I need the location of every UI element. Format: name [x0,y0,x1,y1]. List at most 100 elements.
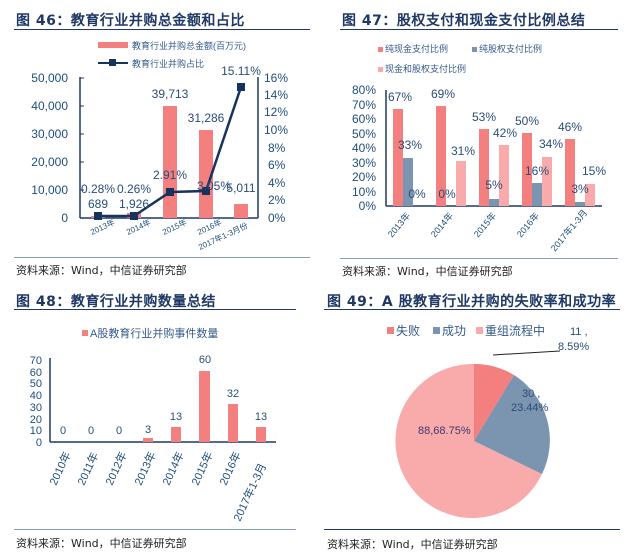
svg-text:2016年: 2016年 [216,449,244,487]
svg-text:50,000: 50,000 [31,71,68,85]
count-bars [143,371,266,442]
svg-text:2014年: 2014年 [159,449,187,487]
svg-text:0: 0 [60,425,66,437]
svg-text:32: 32 [227,388,239,400]
svg-text:10: 10 [30,425,42,437]
x-axis-labels: 2010年 2011年 2012年 2013年 2014年 2015年 2016… [46,449,269,523]
svg-text:70: 70 [30,355,42,367]
svg-text:0: 0 [116,425,122,437]
svg-text:46%: 46% [558,120,582,134]
svg-text:4%: 4% [268,176,286,190]
svg-text:2%: 2% [268,193,286,207]
figure-48-source: 资料来源：Wind，中信证券研究部 [16,537,187,550]
svg-text:2013年: 2013年 [89,217,117,237]
svg-text:3%: 3% [571,182,589,196]
svg-text:2017年1-3月: 2017年1-3月 [548,207,589,253]
figure-47-source: 资料来源：Wind，中信证券研究部 [342,265,513,278]
figure-48-title: 图 48：教育行业并购数量总结 [16,294,216,310]
svg-text:0%: 0% [359,199,377,213]
svg-text:2013年: 2013年 [385,210,412,239]
svg-text:14%: 14% [264,88,288,102]
legend-amount: 教育行业并购总金额(百万元) [132,40,246,51]
svg-text:16%: 16% [264,71,288,85]
label-success-count: 30 , [522,388,540,400]
svg-text:2011年: 2011年 [74,450,101,487]
figure-46-chart: 教育行业并购总金额(百万元) 教育行业并购占比 0 10,000 20,000 … [31,40,288,252]
x-axis-labels: 2013年 2014年 2015年 2016年 2017年1-3月份 [89,217,250,252]
source-rule [14,257,310,258]
svg-text:0%: 0% [438,187,456,201]
svg-text:69%: 69% [431,87,455,101]
svg-text:15%: 15% [582,164,606,178]
svg-text:0: 0 [88,425,94,437]
svg-text:30%: 30% [352,156,376,170]
svg-text:15.11%: 15.11% [221,64,261,78]
svg-text:60: 60 [30,367,42,379]
svg-text:30,000: 30,000 [31,127,68,141]
source-rule [14,529,296,530]
svg-text:0%: 0% [408,187,426,201]
pie [395,363,550,518]
svg-text:2010年: 2010年 [46,449,74,487]
svg-text:12%: 12% [264,105,288,119]
svg-text:50: 50 [30,378,42,390]
leader-line [492,350,561,356]
svg-text:80%: 80% [352,83,376,97]
title-rule [14,309,296,310]
svg-text:31%: 31% [451,144,475,158]
figure-49-chart: 失败 成功 重组流程中 11 , 8.59% 30 , 23.44% 88,68… [387,323,589,518]
svg-text:40,000: 40,000 [31,99,68,113]
svg-text:42%: 42% [493,126,517,140]
figure-47-chart: 纯现金支付比例 纯股权支付比例 现金和股权支付比例 0% 10% 20% 30%… [352,43,606,253]
label-fail-pct: 8.59% [558,341,589,353]
y-axis-ticks: 0 10 20 30 40 50 60 70 [30,355,42,449]
svg-text:53%: 53% [472,110,496,124]
figure-49-source: 资料来源：Wind，中信证券研究部 [327,538,498,551]
label-in-progress: 88,68.75% [418,425,471,437]
svg-text:2013年: 2013年 [131,449,159,487]
svg-text:16%: 16% [525,164,549,178]
legend-mixed: 现金和股权支付比例 [385,63,466,74]
legend-in-progress: 重组流程中 [485,323,545,338]
svg-text:13: 13 [170,411,182,423]
slice-in-progress [395,363,542,518]
svg-text:40%: 40% [352,141,376,155]
right-axis-ticks: 0% 2% 4% 6% 8% 10% 12% 14% 16% [264,71,288,225]
mixed-bars [456,145,595,206]
svg-text:2014年: 2014年 [428,210,455,239]
legend-success: 成功 [442,324,466,338]
left-axis-ticks: 0 10,000 20,000 30,000 40,000 50,000 [31,71,84,225]
svg-text:30: 30 [30,402,42,414]
svg-text:2015年: 2015年 [188,449,216,487]
y-axis-ticks: 0% 10% 20% 30% 40% 50% 60% 70% 80% [352,83,376,213]
svg-text:67%: 67% [388,90,412,104]
figure-47-title: 图 47：股权支付和现金支付比例总结 [342,13,586,29]
svg-text:50%: 50% [352,127,376,141]
svg-text:8%: 8% [268,141,286,155]
svg-text:2015年: 2015年 [161,217,189,237]
legend-stock: 纯股权支付比例 [479,43,542,54]
svg-text:3: 3 [145,424,151,436]
title-rule [14,29,310,30]
svg-text:50%: 50% [515,114,539,128]
figure-48-chart: A股教育行业并购事件数量 0 10 20 30 40 50 60 70 0 0 … [30,326,276,523]
figure-46-source: 资料来源：Wind，中信证券研究部 [16,264,187,277]
svg-text:10,000: 10,000 [31,183,68,197]
svg-text:2014年: 2014年 [125,217,153,237]
legend-ratio: 教育行业并购占比 [132,58,204,69]
figure-49-title: 图 49：A 股教育行业并购的失败率和成功率 [327,294,617,310]
svg-text:1,926: 1,926 [119,197,149,211]
svg-text:34%: 34% [539,137,563,151]
cash-bars [393,106,575,206]
svg-text:0: 0 [61,211,68,225]
title-rule [324,309,620,310]
svg-text:10%: 10% [352,185,376,199]
svg-text:60%: 60% [352,112,376,126]
svg-text:689: 689 [88,197,108,211]
svg-text:2.91%: 2.91% [153,168,187,182]
legend-fail: 失败 [396,323,420,338]
figure-46-title: 图 46：教育行业并购总金额和占比 [16,13,245,29]
svg-text:60: 60 [199,354,211,366]
figure-46-panel: 图 46：教育行业并购总金额和占比 教育行业并购总金额(百万元) 教育行业并购占… [0,0,320,280]
svg-text:13: 13 [255,411,267,423]
